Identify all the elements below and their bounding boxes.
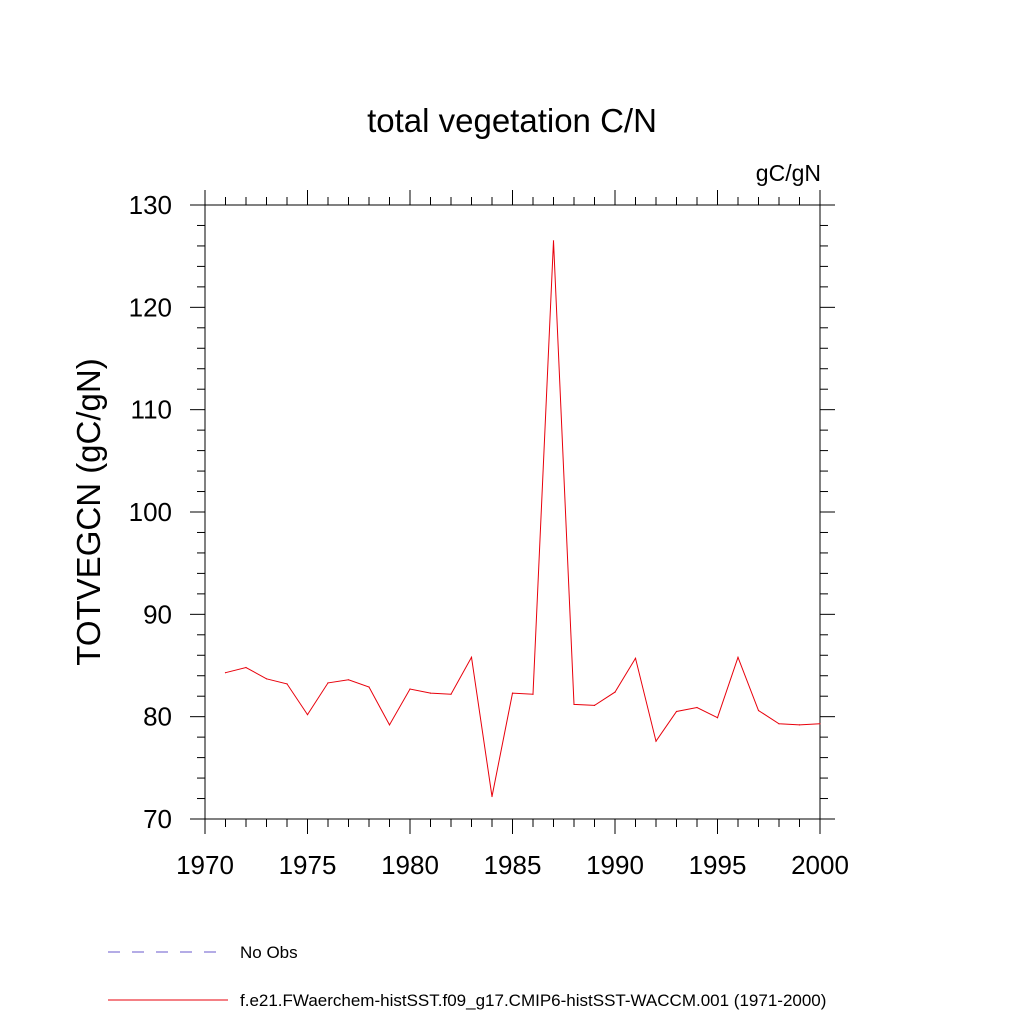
- y-tick-label: 70: [143, 804, 172, 834]
- data-point: [224, 672, 227, 674]
- data-point: [491, 795, 493, 798]
- series-line: [225, 240, 821, 797]
- plot-frame: [204, 204, 821, 820]
- y-tick-label: 100: [129, 497, 172, 527]
- data-point: [511, 692, 514, 694]
- legend-label-model-run: f.e21.FWaerchem-histSST.f09_g17.CMIP6-hi…: [240, 991, 826, 1010]
- data-point: [347, 679, 350, 681]
- y-tick-labels: 70 80 90 100 110 120 130: [129, 190, 172, 834]
- y-tick-label: 120: [129, 292, 172, 322]
- data-point: [429, 692, 432, 694]
- legend-label-no-obs: No Obs: [240, 943, 298, 962]
- data-point: [716, 717, 719, 719]
- y-tick-label: 90: [143, 599, 172, 629]
- x-tick-label: 1980: [381, 850, 439, 880]
- data-point: [470, 656, 473, 658]
- data-point: [737, 656, 739, 658]
- data-point: [675, 710, 678, 713]
- data-point: [778, 723, 780, 725]
- data-point: [634, 657, 637, 659]
- data-point: [757, 709, 760, 712]
- x-tick-label: 1990: [586, 850, 644, 880]
- data-point: [798, 724, 801, 726]
- x-tick-label: 2000: [791, 850, 849, 880]
- data-point: [265, 678, 268, 680]
- x-tick-label: 1985: [484, 850, 542, 880]
- chart-title: total vegetation C/N: [367, 102, 657, 139]
- data-point: [573, 703, 575, 706]
- data-point: [306, 714, 309, 716]
- units-label: gC/gN: [756, 160, 821, 186]
- series-layer: [224, 240, 821, 798]
- y-tick-label: 130: [129, 190, 172, 220]
- y-tick-label: 110: [131, 395, 172, 425]
- data-point: [614, 691, 616, 693]
- data-point: [552, 240, 555, 242]
- data-point: [450, 693, 452, 695]
- data-point: [819, 723, 821, 725]
- data-point: [593, 704, 596, 707]
- data-point: [655, 740, 657, 742]
- minor-ticks: [197, 197, 828, 827]
- y-axis-label: TOTVEGCN (gC/gN): [70, 358, 107, 665]
- x-tick-label: 1970: [176, 850, 234, 880]
- data-point: [327, 682, 329, 684]
- data-point: [368, 686, 370, 688]
- data-point: [245, 666, 247, 669]
- data-point: [388, 724, 391, 726]
- x-tick-labels: 1970 1975 1980 1985 1990 1995 2000: [176, 850, 849, 880]
- data-point: [696, 706, 698, 709]
- major-ticks: [190, 190, 835, 834]
- x-tick-label: 1995: [689, 850, 747, 880]
- data-point: [409, 688, 411, 690]
- legend: No Obs f.e21.FWaerchem-histSST.f09_g17.C…: [108, 943, 826, 1010]
- x-tick-label: 1975: [279, 850, 337, 880]
- y-tick-label: 80: [143, 702, 172, 732]
- data-point: [286, 683, 288, 685]
- data-point: [532, 693, 534, 695]
